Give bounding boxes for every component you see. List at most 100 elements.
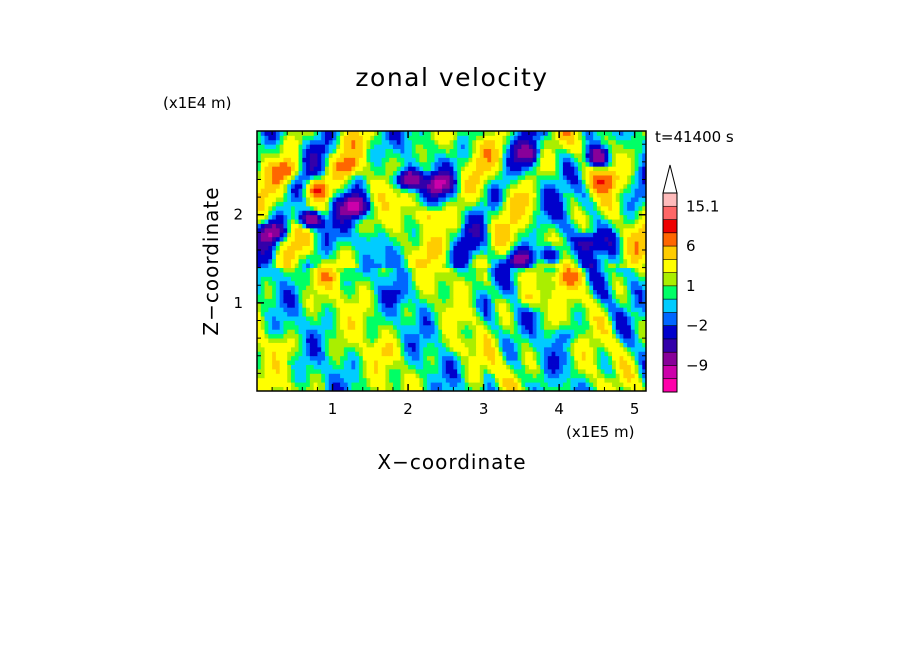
field-cell	[358, 197, 364, 202]
field-cell	[404, 307, 409, 313]
field-cell	[442, 192, 447, 198]
field-cell	[392, 364, 398, 370]
field-cell	[374, 285, 379, 291]
field-cell	[559, 280, 564, 286]
field-cell	[619, 289, 624, 295]
field-cell	[612, 210, 617, 216]
field-cell	[460, 329, 466, 335]
field-cell	[623, 276, 628, 282]
field-cell	[419, 219, 424, 224]
field-cell	[642, 386, 647, 392]
field-cell	[487, 183, 492, 189]
field-cell	[275, 360, 281, 365]
field-cell	[362, 329, 367, 335]
field-cell	[445, 197, 451, 202]
field-cell	[468, 342, 473, 348]
field-cell	[494, 373, 500, 379]
field-cell	[517, 329, 522, 335]
field-cell	[287, 355, 292, 361]
field-cell	[638, 289, 643, 295]
field-cell	[340, 263, 345, 269]
field-cell	[630, 236, 636, 242]
field-cell	[453, 342, 458, 348]
field-cell	[491, 236, 496, 242]
field-cell	[453, 210, 458, 216]
field-cell	[272, 333, 277, 339]
field-cell	[370, 320, 375, 326]
field-cell	[562, 201, 568, 207]
field-cell	[442, 197, 447, 202]
field-cell	[438, 294, 443, 299]
field-cell	[340, 272, 345, 277]
field-cell	[578, 351, 583, 357]
field-cell	[275, 307, 281, 313]
field-cell	[472, 324, 477, 330]
field-cell	[604, 227, 609, 233]
field-cell	[257, 285, 262, 291]
field-cell	[298, 368, 303, 374]
field-cell	[430, 285, 435, 291]
field-cell	[612, 294, 617, 299]
field-cell	[581, 355, 586, 361]
field-cell	[491, 333, 496, 339]
field-cell	[404, 214, 409, 220]
field-cell	[309, 223, 315, 229]
field-cell	[608, 368, 613, 374]
field-cell	[411, 249, 417, 255]
field-cell	[283, 373, 288, 379]
field-cell	[370, 263, 375, 269]
field-cell	[306, 258, 311, 264]
field-cell	[445, 382, 451, 387]
field-cell	[457, 183, 462, 189]
field-cell	[340, 368, 345, 374]
field-cell	[642, 298, 647, 304]
field-cell	[385, 302, 390, 308]
field-cell	[532, 272, 537, 277]
field-cell	[415, 272, 420, 277]
field-cell	[298, 232, 303, 238]
field-cell	[642, 280, 647, 286]
field-cell	[510, 272, 515, 277]
field-cell	[623, 179, 628, 185]
field-cell	[521, 280, 526, 286]
field-cell	[290, 386, 296, 392]
field-cell	[513, 214, 518, 220]
field-cell	[385, 254, 390, 260]
field-cell	[615, 245, 620, 251]
field-cell	[540, 355, 545, 361]
field-cell	[442, 210, 447, 216]
field-cell	[615, 346, 620, 352]
field-cell	[483, 346, 488, 352]
field-cell	[513, 324, 518, 330]
field-cell	[472, 223, 477, 229]
field-cell	[294, 183, 299, 189]
field-cell	[468, 249, 473, 255]
field-cell	[540, 236, 545, 242]
field-cell	[547, 285, 552, 291]
field-cell	[442, 320, 447, 326]
field-cell	[487, 219, 492, 224]
field-cell	[389, 355, 394, 361]
field-cell	[562, 263, 568, 269]
field-cell	[491, 316, 496, 321]
field-cell	[362, 267, 367, 273]
field-cell	[551, 245, 556, 251]
field-cell	[449, 316, 454, 321]
field-cell	[430, 183, 435, 189]
field-cell	[362, 201, 367, 207]
field-cell	[264, 245, 269, 251]
field-cell	[434, 346, 439, 352]
field-cell	[442, 355, 447, 361]
field-cell	[343, 307, 349, 313]
field-cell	[532, 192, 537, 198]
field-cell	[453, 346, 458, 352]
field-cell	[589, 382, 594, 387]
field-cell	[566, 324, 571, 330]
field-cell	[396, 241, 401, 246]
field-cell	[351, 338, 356, 343]
field-cell	[362, 377, 367, 383]
field-cell	[400, 298, 405, 304]
field-cell	[328, 241, 333, 246]
field-cell	[604, 192, 609, 198]
field-cell	[411, 355, 417, 361]
